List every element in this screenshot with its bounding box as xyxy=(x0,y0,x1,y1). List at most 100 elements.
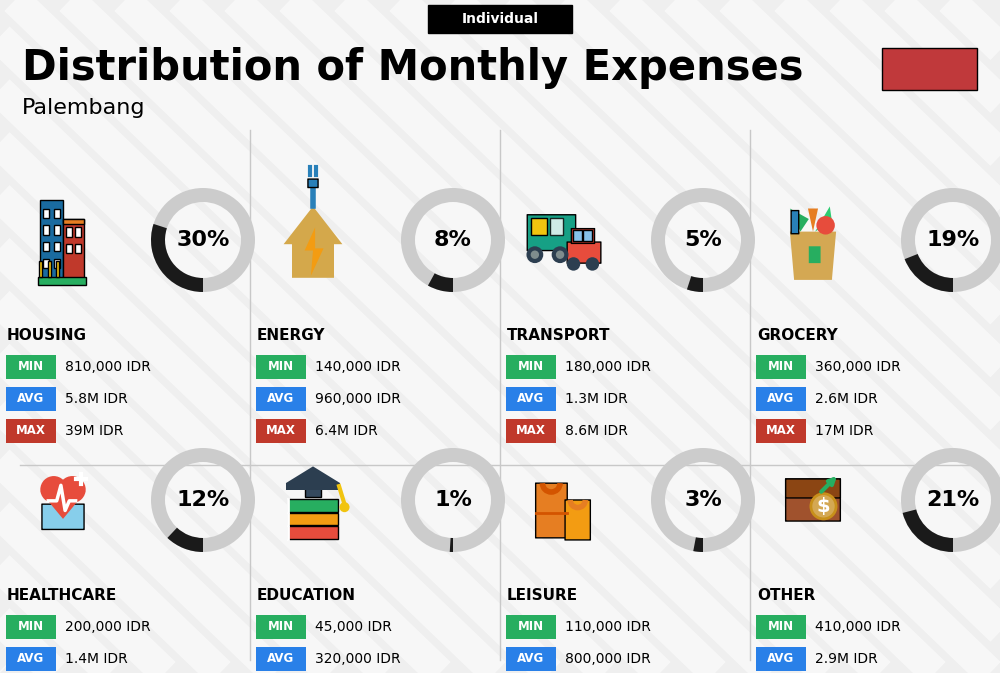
FancyBboxPatch shape xyxy=(6,387,56,411)
FancyBboxPatch shape xyxy=(42,504,84,530)
Text: 140,000 IDR: 140,000 IDR xyxy=(315,360,401,374)
FancyBboxPatch shape xyxy=(75,227,81,237)
Circle shape xyxy=(816,216,835,234)
Circle shape xyxy=(552,246,568,263)
FancyBboxPatch shape xyxy=(786,479,840,498)
FancyBboxPatch shape xyxy=(536,483,567,538)
FancyBboxPatch shape xyxy=(38,277,86,285)
FancyBboxPatch shape xyxy=(56,261,59,277)
Polygon shape xyxy=(815,207,832,232)
FancyBboxPatch shape xyxy=(43,209,49,218)
Text: AVG: AVG xyxy=(267,392,295,406)
FancyBboxPatch shape xyxy=(43,225,49,234)
Circle shape xyxy=(567,257,580,271)
FancyBboxPatch shape xyxy=(506,647,556,671)
Polygon shape xyxy=(40,491,86,519)
Polygon shape xyxy=(305,227,324,276)
Wedge shape xyxy=(151,224,203,292)
Polygon shape xyxy=(808,209,818,232)
Polygon shape xyxy=(790,209,809,232)
Text: MAX: MAX xyxy=(266,425,296,437)
Text: Distribution of Monthly Expenses: Distribution of Monthly Expenses xyxy=(22,47,804,89)
Text: AVG: AVG xyxy=(517,392,545,406)
FancyBboxPatch shape xyxy=(40,200,63,280)
Text: MIN: MIN xyxy=(518,361,544,374)
Text: 1.3M IDR: 1.3M IDR xyxy=(565,392,628,406)
Wedge shape xyxy=(428,273,453,292)
FancyBboxPatch shape xyxy=(428,5,572,33)
Text: MAX: MAX xyxy=(516,425,546,437)
FancyBboxPatch shape xyxy=(756,647,806,671)
Text: GROCERY: GROCERY xyxy=(757,328,838,343)
Text: 320,000 IDR: 320,000 IDR xyxy=(315,652,401,666)
Text: 410,000 IDR: 410,000 IDR xyxy=(815,620,901,634)
Wedge shape xyxy=(401,188,505,292)
Circle shape xyxy=(40,476,67,503)
FancyBboxPatch shape xyxy=(288,499,338,511)
Text: MIN: MIN xyxy=(518,621,544,633)
FancyBboxPatch shape xyxy=(305,483,321,497)
Text: 6.4M IDR: 6.4M IDR xyxy=(315,424,378,438)
Text: $: $ xyxy=(817,497,830,516)
Text: 45,000 IDR: 45,000 IDR xyxy=(315,620,392,634)
Polygon shape xyxy=(284,207,342,278)
Text: 8.6M IDR: 8.6M IDR xyxy=(565,424,628,438)
Circle shape xyxy=(531,250,539,259)
FancyBboxPatch shape xyxy=(567,242,601,263)
Text: LEISURE: LEISURE xyxy=(507,588,578,603)
Text: ENERGY: ENERGY xyxy=(257,328,326,343)
Text: 8%: 8% xyxy=(434,230,472,250)
Text: 810,000 IDR: 810,000 IDR xyxy=(65,360,151,374)
Circle shape xyxy=(339,502,350,512)
FancyBboxPatch shape xyxy=(256,647,306,671)
Text: TRANSPORT: TRANSPORT xyxy=(507,328,610,343)
FancyBboxPatch shape xyxy=(531,218,547,235)
FancyBboxPatch shape xyxy=(756,419,806,443)
Text: AVG: AVG xyxy=(17,392,45,406)
FancyBboxPatch shape xyxy=(48,261,51,277)
Text: 180,000 IDR: 180,000 IDR xyxy=(565,360,651,374)
FancyBboxPatch shape xyxy=(75,244,81,254)
FancyBboxPatch shape xyxy=(550,218,563,235)
Wedge shape xyxy=(901,448,1000,552)
Text: 12%: 12% xyxy=(176,490,230,510)
Circle shape xyxy=(556,250,564,259)
FancyBboxPatch shape xyxy=(756,355,806,379)
FancyBboxPatch shape xyxy=(506,615,556,639)
Polygon shape xyxy=(790,232,836,280)
FancyBboxPatch shape xyxy=(506,355,556,379)
Wedge shape xyxy=(151,188,255,292)
FancyBboxPatch shape xyxy=(63,219,84,280)
Text: MIN: MIN xyxy=(268,621,294,633)
FancyBboxPatch shape xyxy=(565,500,590,540)
FancyBboxPatch shape xyxy=(256,355,306,379)
FancyBboxPatch shape xyxy=(573,230,582,241)
Text: 1%: 1% xyxy=(434,490,472,510)
Text: 1.4M IDR: 1.4M IDR xyxy=(65,652,128,666)
Text: 2.9M IDR: 2.9M IDR xyxy=(815,652,878,666)
Text: EDUCATION: EDUCATION xyxy=(257,588,356,603)
Wedge shape xyxy=(901,188,1000,292)
Wedge shape xyxy=(903,509,953,552)
Wedge shape xyxy=(450,538,453,552)
Wedge shape xyxy=(693,537,703,552)
FancyBboxPatch shape xyxy=(54,209,60,218)
FancyBboxPatch shape xyxy=(63,219,84,225)
Wedge shape xyxy=(905,254,953,292)
Text: 39M IDR: 39M IDR xyxy=(65,424,123,438)
FancyBboxPatch shape xyxy=(756,387,806,411)
Text: MAX: MAX xyxy=(766,425,796,437)
Text: MIN: MIN xyxy=(18,361,44,374)
FancyBboxPatch shape xyxy=(786,479,840,521)
Text: AVG: AVG xyxy=(17,653,45,666)
Circle shape xyxy=(526,246,543,263)
FancyBboxPatch shape xyxy=(6,647,56,671)
FancyBboxPatch shape xyxy=(54,259,60,268)
Text: MAX: MAX xyxy=(16,425,46,437)
FancyBboxPatch shape xyxy=(571,229,595,244)
FancyBboxPatch shape xyxy=(54,242,60,251)
Text: AVG: AVG xyxy=(517,653,545,666)
Text: 360,000 IDR: 360,000 IDR xyxy=(815,360,901,374)
Wedge shape xyxy=(167,528,203,552)
FancyBboxPatch shape xyxy=(506,419,556,443)
